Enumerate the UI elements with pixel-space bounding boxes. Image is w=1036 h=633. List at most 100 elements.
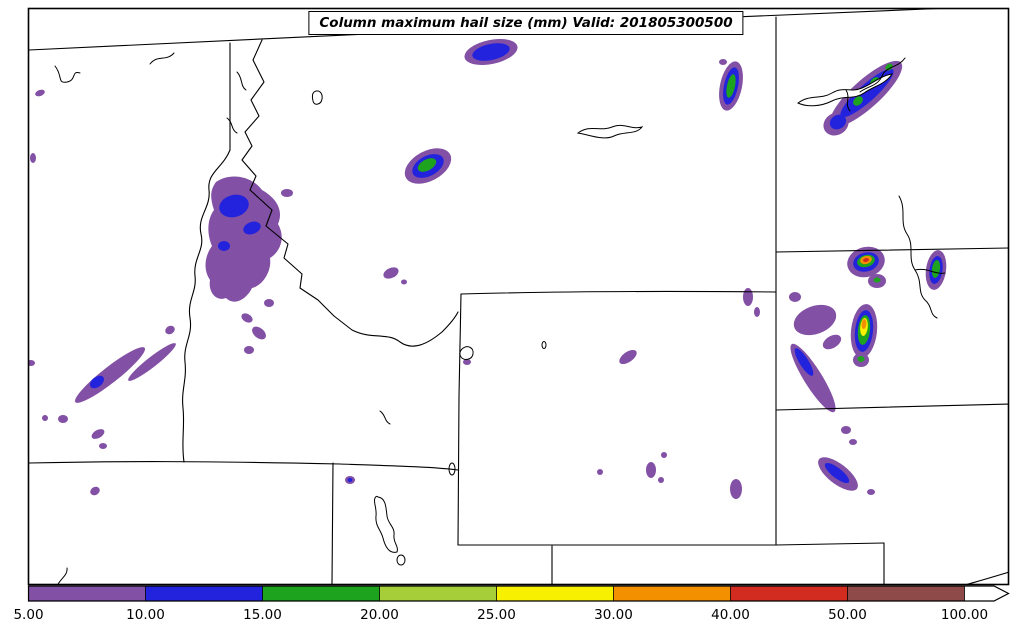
- hail-cell: [252, 326, 266, 340]
- border-montana-wyoming: [460, 290, 777, 295]
- river-line: [845, 89, 851, 112]
- hail-core: [726, 74, 736, 98]
- hail-core: [89, 375, 105, 389]
- hail-core: [873, 277, 881, 283]
- border-wyoming-west: [457, 293, 462, 546]
- rivers: [54, 24, 946, 585]
- hail-core: [853, 96, 863, 106]
- lake-shape: [311, 90, 323, 105]
- colorbar-tick-label: 5.00: [13, 607, 43, 623]
- hail-cell: [91, 429, 105, 439]
- border-oregon-idaho: [182, 149, 231, 463]
- hail-cell: [822, 334, 842, 350]
- river-line: [54, 65, 81, 83]
- river-line: [236, 71, 247, 91]
- hail-core: [861, 319, 867, 329]
- river-line: [226, 117, 238, 134]
- hail-core: [885, 63, 893, 71]
- hail-cell: [743, 288, 753, 306]
- hail-cell: [99, 443, 107, 449]
- lake-shape: [459, 346, 474, 360]
- hail-core: [347, 478, 353, 482]
- hail-cell: [867, 489, 875, 495]
- colorbar-extend-max: [964, 586, 1009, 601]
- hail-strong-cores: [860, 255, 872, 336]
- border-nebraska-kansas: [964, 571, 1009, 585]
- lake-shape: [576, 124, 644, 139]
- map-content: [28, 8, 1009, 585]
- colorbar-segment: [847, 586, 965, 601]
- hail-cell: [264, 299, 274, 307]
- colorbar-segment: [145, 586, 263, 601]
- border-montana-idaho: [241, 39, 459, 347]
- colorbar-tick-label: 25.00: [477, 607, 516, 623]
- colorbar-dividers: [145, 586, 965, 601]
- hail-cell: [619, 349, 637, 365]
- hail-cell: [244, 346, 254, 354]
- hail-core: [417, 158, 437, 172]
- hail-cell: [841, 426, 851, 434]
- border-southdakota-nebraska: [775, 403, 1009, 411]
- colorbar-tick-label: 50.00: [828, 607, 867, 623]
- hail-core: [863, 257, 869, 263]
- colorbar-tick-labels: 5.00 10.00 15.00 20.00 25.00 30.00 40.00…: [13, 607, 988, 623]
- border-nevada-utah: [331, 462, 334, 585]
- hail-core: [857, 356, 865, 362]
- hail-cell: [90, 486, 100, 496]
- colorbar-tick-label: 30.00: [594, 607, 633, 623]
- lakes: [311, 73, 893, 566]
- lake-shape: [541, 341, 547, 349]
- hail-core: [472, 43, 510, 61]
- colorbar: 5.00 10.00 15.00 20.00 25.00 30.00 40.00…: [13, 585, 1010, 623]
- river-line: [859, 57, 906, 93]
- hail-cell: [383, 267, 399, 279]
- hail-cell: [849, 439, 857, 445]
- river-line: [379, 410, 391, 425]
- colorbar-segment: [28, 586, 146, 601]
- lake-shape: [797, 73, 893, 107]
- hail-cell: [463, 359, 471, 365]
- colorbar-tick-label: 40.00: [711, 607, 750, 623]
- colorbar-tick-label: 10.00: [126, 607, 165, 623]
- hail-streak: [74, 347, 146, 403]
- colorbar-tick-label: 20.00: [360, 607, 399, 623]
- hail-cell: [165, 325, 175, 335]
- hail-cell: [241, 313, 253, 323]
- river-line: [914, 268, 946, 274]
- colorbar-outline: [27, 585, 1010, 602]
- map-title: Column maximum hail size (mm) Valid: 201…: [308, 11, 744, 35]
- hail-core: [218, 241, 230, 251]
- river-line: [149, 52, 175, 65]
- lake-shape: [373, 495, 398, 553]
- hail-cell: [28, 360, 35, 366]
- hail-cell: [730, 479, 742, 499]
- colorbar-segment: [730, 586, 848, 601]
- hail-core: [829, 114, 847, 130]
- hail-cell: [646, 462, 656, 478]
- hail-cell: [658, 477, 664, 483]
- hail-core: [243, 221, 261, 235]
- hail-streak: [128, 343, 176, 381]
- hail-cell: [42, 415, 48, 421]
- state-boundaries: [28, 8, 1009, 585]
- hail-core: [931, 260, 941, 278]
- colorbar-tick-label: 100.00: [941, 607, 988, 623]
- lake-shape: [396, 554, 406, 566]
- border-northdakota-southdakota: [775, 247, 1009, 253]
- hail-core: [219, 194, 249, 218]
- hail-cell: [58, 415, 68, 423]
- hail-core: [794, 348, 814, 376]
- border-42n-oregon-nevada-idaho-utah: [28, 461, 459, 471]
- colorbar-segment: [262, 586, 380, 601]
- hail-cell: [281, 189, 293, 197]
- colorbar-segment: [379, 586, 497, 601]
- colorbar-segment: [613, 586, 731, 601]
- hail-cell: [719, 59, 727, 65]
- hail-core: [824, 462, 850, 484]
- map-frame: [27, 7, 1010, 586]
- colorbar-tick-label: 15.00: [243, 607, 282, 623]
- river-line: [57, 567, 68, 585]
- hail-cell: [661, 452, 667, 458]
